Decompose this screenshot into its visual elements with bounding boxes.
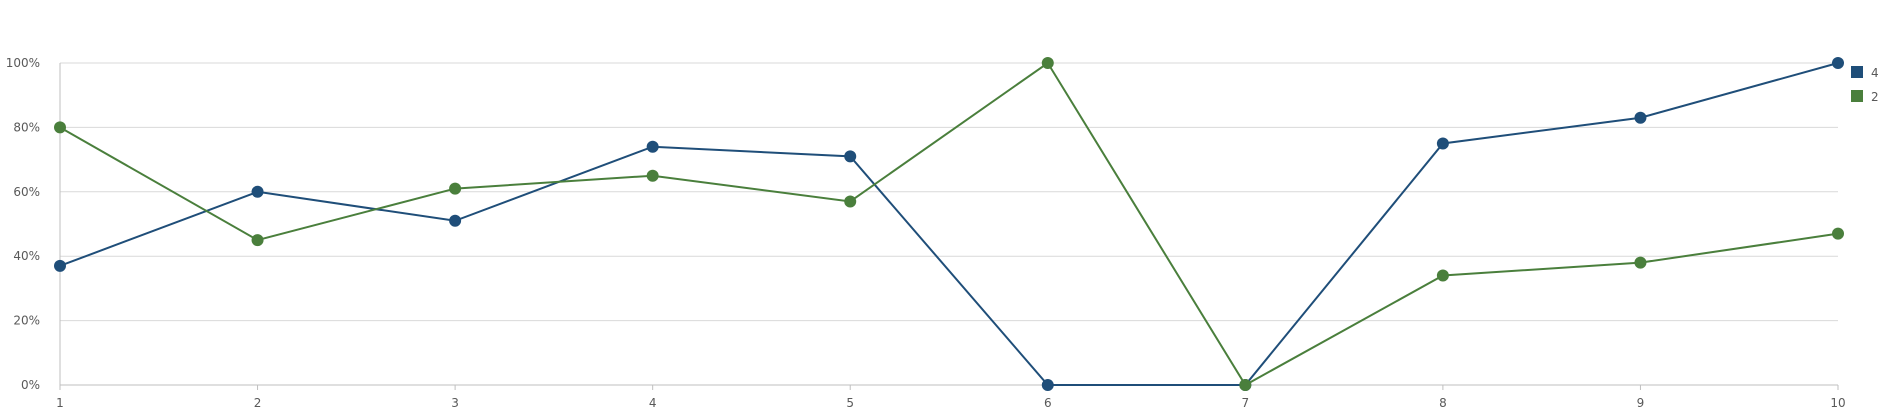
data-point[interactable] bbox=[449, 182, 462, 195]
gridlines bbox=[59, 62, 1839, 390]
series-line bbox=[59, 61, 1839, 387]
x-tick-label: 6 bbox=[1044, 396, 1052, 410]
x-tick-label: 5 bbox=[846, 396, 854, 410]
data-point[interactable] bbox=[54, 259, 66, 272]
data-point[interactable] bbox=[1832, 57, 1844, 69]
data-point[interactable] bbox=[251, 185, 264, 198]
legend-swatch bbox=[1851, 66, 1863, 78]
data-point[interactable] bbox=[844, 150, 857, 163]
data-point[interactable] bbox=[251, 234, 264, 247]
x-axis-tick-labels: 1 2 3 4 5 6 7 8 9 10 bbox=[56, 396, 1845, 410]
y-axis-tick-labels: 0% 20% 40% 60% 80% 100% bbox=[6, 56, 40, 392]
x-tick-label: 10 bbox=[1830, 396, 1845, 410]
legend-swatch bbox=[1851, 90, 1863, 102]
legend: 42 bbox=[1851, 66, 1879, 104]
data-point[interactable] bbox=[646, 169, 659, 182]
data-point[interactable] bbox=[1239, 379, 1252, 391]
x-tick-label: 4 bbox=[649, 396, 657, 410]
x-tick-label: 3 bbox=[451, 396, 459, 410]
data-point[interactable] bbox=[1436, 269, 1449, 282]
legend-label: 2 bbox=[1871, 90, 1879, 104]
y-tick-label: 80% bbox=[13, 120, 40, 134]
x-tick-label: 9 bbox=[1637, 396, 1645, 410]
data-point[interactable] bbox=[1041, 379, 1054, 391]
y-tick-label: 0% bbox=[21, 378, 40, 392]
x-tick-label: 8 bbox=[1439, 396, 1447, 410]
data-point[interactable] bbox=[54, 121, 66, 134]
x-tick-label: 1 bbox=[56, 396, 64, 410]
data-point[interactable] bbox=[844, 195, 857, 208]
x-tick-label: 2 bbox=[254, 396, 262, 410]
y-tick-label: 20% bbox=[13, 314, 40, 328]
data-point[interactable] bbox=[646, 140, 659, 153]
y-tick-label: 40% bbox=[13, 249, 40, 263]
x-tick-label: 7 bbox=[1242, 396, 1250, 410]
y-tick-label: 100% bbox=[6, 56, 40, 70]
y-tick-label: 60% bbox=[13, 185, 40, 199]
series-group bbox=[54, 57, 1844, 391]
data-point[interactable] bbox=[1436, 137, 1449, 150]
data-point[interactable] bbox=[449, 214, 462, 227]
series-line bbox=[59, 62, 1839, 386]
data-point[interactable] bbox=[1041, 57, 1054, 69]
data-point[interactable] bbox=[1634, 256, 1647, 269]
legend-label: 4 bbox=[1871, 66, 1879, 80]
series-2 bbox=[54, 57, 1844, 391]
data-point[interactable] bbox=[1832, 227, 1844, 240]
data-point[interactable] bbox=[1634, 111, 1647, 124]
